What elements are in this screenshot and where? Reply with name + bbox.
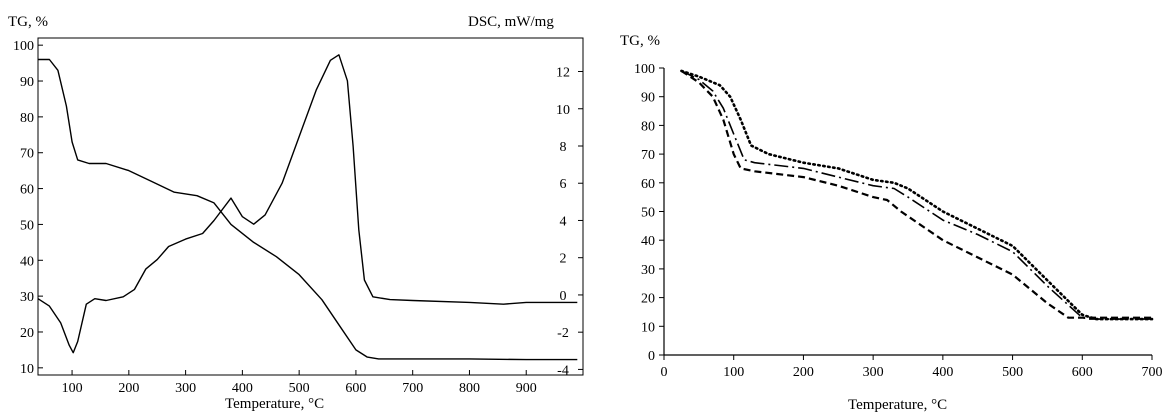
y-tick-label: 70 [641,148,655,163]
x-tick-label: 500 [1002,365,1023,380]
x-tick-label: 500 [289,381,310,396]
tg-comparison-chart: TG, % 0 100 200 300 400 500 600 700 0 10 20 30 40 50 6… [592,0,1167,415]
x-axis-label: Temperature, °C [225,396,325,412]
plot-frame [37,37,584,376]
tg-curve-dashed [680,69,1152,319]
right-y-tick-label: 8 [560,140,567,155]
y-tick-label: 100 [634,62,655,77]
y-tick-label: 40 [641,234,655,249]
y-tick-label: 60 [641,177,655,192]
tg-dsc-plot: 100 200 300 400 500 600 700 800 9001020304050607… [13,37,584,396]
right-y-tick-label: 4 [560,214,567,229]
left-y-tick-label: 40 [20,254,34,269]
right-y-tick-label: 2 [560,252,567,267]
right-y-tick-label: -2 [557,326,569,341]
right-y-tick-label: 6 [560,177,567,192]
left-y-tick-label: 90 [20,75,34,90]
x-tick-label: 100 [62,381,83,396]
y-tick-label: 0 [648,349,655,364]
right-y-axis-label: DSC, mW/mg [468,14,554,30]
y-tick-label: 30 [641,263,655,278]
x-axis-label: Temperature, °C [848,397,948,413]
tg-curve-dash-dot [681,70,1152,320]
left-y-tick-label: 100 [13,39,34,54]
y-tick-label: 50 [641,206,655,221]
x-tick-label: 400 [232,381,253,396]
x-tick-label: 800 [459,381,480,396]
left-y-tick-label: 30 [20,290,34,305]
left-y-tick-label: 70 [20,147,34,162]
x-tick-label: 900 [516,381,537,396]
left-y-tick-label: 60 [20,183,34,198]
left-y-axis-label: TG, % [8,14,48,30]
y-tick-label: 20 [641,292,655,307]
right-y-tick-label: 0 [560,289,567,304]
left-y-tick-label: 10 [20,362,34,377]
x-tick-label: 400 [932,365,953,380]
right-y-tick-label: -4 [557,363,569,378]
x-tick-label: 300 [863,365,884,380]
y-tick-label: 80 [641,119,655,134]
left-y-tick-label: 20 [20,326,34,341]
x-tick-label: 700 [1142,365,1163,380]
x-tick-label: 600 [1072,365,1093,380]
x-tick-label: 100 [723,365,744,380]
tg-curve-dotted [680,69,1154,321]
left-y-tick-label: 50 [20,218,34,233]
x-tick-label: 200 [793,365,814,380]
y-tick-label: 10 [641,320,655,335]
x-tick-label: 600 [345,381,366,396]
tg-curve [38,58,578,361]
left-y-tick-label: 80 [20,111,34,126]
x-tick-label: 300 [175,381,196,396]
x-tick-label: 200 [118,381,139,396]
x-tick-label: 700 [402,381,423,396]
right-y-tick-label: 12 [556,66,570,81]
dsc-curve [37,54,578,354]
y-axis-label: TG, % [620,33,660,49]
y-tick-label: 90 [641,91,655,106]
tg-dsc-chart: TG, % DSC, mW/mg 100 200 300 400 500 600 700 80… [0,0,590,415]
tg-comparison-plot: 0 100 200 300 400 500 600 700 0 10 20 30 40 50 60 70 80 9… [634,62,1163,380]
x-tick-label: 0 [661,365,668,380]
right-y-tick-label: 10 [556,103,570,118]
